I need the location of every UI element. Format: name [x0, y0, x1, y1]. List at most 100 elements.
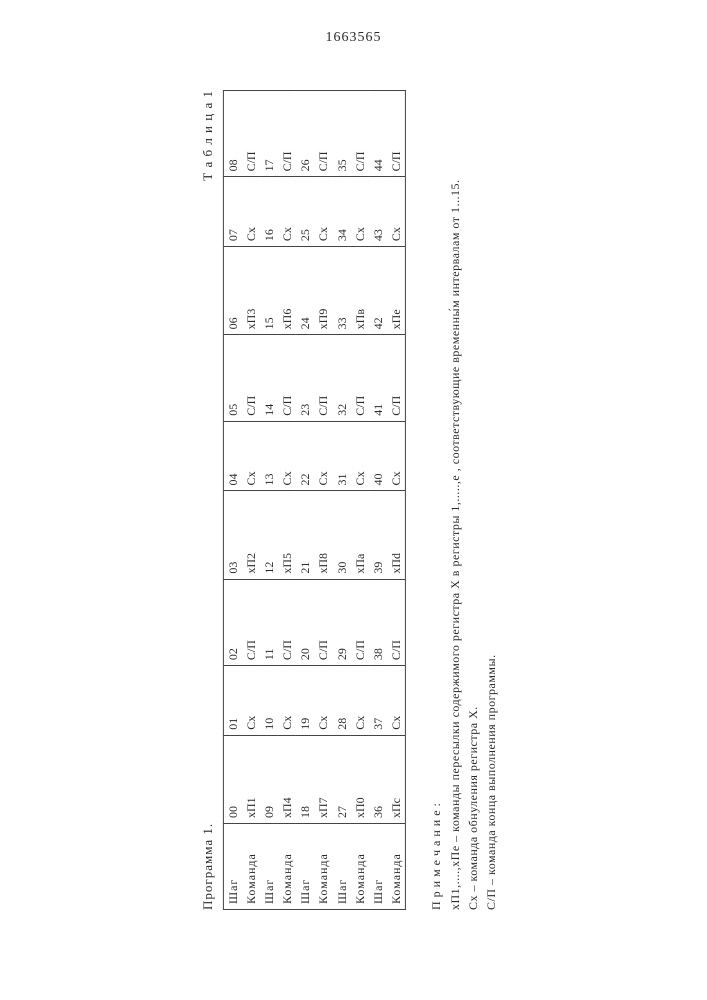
cell: 13 [260, 421, 278, 491]
cell: 34 [333, 177, 351, 247]
cell: Сх [278, 421, 296, 491]
cell: С/П [387, 579, 406, 665]
cell: 29 [333, 579, 351, 665]
cell: Сх [314, 421, 332, 491]
cell: 38 [369, 579, 387, 665]
cell: 07 [223, 177, 242, 247]
cell: 32 [333, 335, 351, 421]
page-number: 1663565 [326, 30, 382, 46]
cell: хПd [387, 491, 406, 579]
cell: Сх [314, 666, 332, 736]
cell: С/П [278, 579, 296, 665]
cell: 24 [296, 247, 314, 335]
cell: Сх [351, 177, 369, 247]
cell: Сх [242, 177, 260, 247]
cell: 14 [260, 335, 278, 421]
note-line: хП1,....,хПе – команды пересылки содержи… [447, 90, 463, 910]
note-line: С/П – команда конца выполнения программы… [483, 90, 499, 910]
cell: С/П [351, 579, 369, 665]
cell: С/П [314, 91, 332, 177]
cell: 17 [260, 91, 278, 177]
cell: хПв [351, 247, 369, 335]
cell: С/П [387, 91, 406, 177]
row-label: Команда [314, 824, 332, 910]
cell: 08 [223, 91, 242, 177]
table-row: Команда хП7 Сх С/П хП8 Сх С/П хП9 Сх С/П [314, 91, 332, 910]
table-row: Команда хП4 Сх С/П хП5 Сх С/П хП6 Сх С/П [278, 91, 296, 910]
cell: 20 [296, 579, 314, 665]
cell: 05 [223, 335, 242, 421]
cell: 03 [223, 491, 242, 579]
cell: 27 [333, 735, 351, 823]
cell: 01 [223, 666, 242, 736]
cell: Сх [351, 421, 369, 491]
cell: 26 [296, 91, 314, 177]
notes-heading: П р и м е ч а н и е : [428, 90, 444, 910]
row-label: Команда [351, 824, 369, 910]
cell: 42 [369, 247, 387, 335]
cell: хП7 [314, 735, 332, 823]
cell: 00 [223, 735, 242, 823]
row-label: Шаг [223, 824, 242, 910]
cell: Сх [387, 177, 406, 247]
cell: Сх [242, 666, 260, 736]
cell: С/П [351, 91, 369, 177]
cell: С/П [242, 91, 260, 177]
cell: хП1 [242, 735, 260, 823]
row-label: Шаг [333, 824, 351, 910]
cell: 21 [296, 491, 314, 579]
cell: 35 [333, 91, 351, 177]
note-line: Сх – команда обнуления регистра X. [465, 90, 481, 910]
cell: 02 [223, 579, 242, 665]
table-row: Шаг 09 10 11 12 13 14 15 16 17 [260, 91, 278, 910]
cell: 41 [369, 335, 387, 421]
cell: С/П [278, 91, 296, 177]
cell: С/П [387, 335, 406, 421]
cell: Сх [242, 421, 260, 491]
cell: 33 [333, 247, 351, 335]
rotated-content: Программа 1. Т а б л и ц а 1 Шаг 00 01 0… [199, 90, 501, 910]
cell: 19 [296, 666, 314, 736]
cell: Сх [387, 666, 406, 736]
cell: хПc [387, 735, 406, 823]
cell: С/П [314, 579, 332, 665]
cell: хП4 [278, 735, 296, 823]
cell: 39 [369, 491, 387, 579]
cell: С/П [242, 579, 260, 665]
cell: 37 [369, 666, 387, 736]
cell: 04 [223, 421, 242, 491]
cell: 25 [296, 177, 314, 247]
cell: хПе [387, 247, 406, 335]
cell: 16 [260, 177, 278, 247]
table-row: Команда хП1 Сх С/П хП2 Сх С/П хП3 Сх С/П [242, 91, 260, 910]
cell: С/П [242, 335, 260, 421]
cell: 30 [333, 491, 351, 579]
cell: 44 [369, 91, 387, 177]
cell: хП0 [351, 735, 369, 823]
table-row: Команда хПc Сх С/П хПd Сх С/П хПе Сх С/П [387, 91, 406, 910]
table-row: Шаг 27 28 29 30 31 32 33 34 35 [333, 91, 351, 910]
cell: 18 [296, 735, 314, 823]
row-label: Шаг [369, 824, 387, 910]
cell: С/П [278, 335, 296, 421]
table-row: Шаг 18 19 20 21 22 23 24 25 26 [296, 91, 314, 910]
cell: С/П [314, 335, 332, 421]
cell: Сх [351, 666, 369, 736]
cell: 28 [333, 666, 351, 736]
cell: 23 [296, 335, 314, 421]
cell: хП6 [278, 247, 296, 335]
cell: 11 [260, 579, 278, 665]
table-row: Шаг 00 01 02 03 04 05 06 07 08 [223, 91, 242, 910]
table-row: Шаг 36 37 38 39 40 41 42 43 44 [369, 91, 387, 910]
cell: хП8 [314, 491, 332, 579]
cell: Сх [387, 421, 406, 491]
cell: 10 [260, 666, 278, 736]
cell: 12 [260, 491, 278, 579]
cell: 40 [369, 421, 387, 491]
cell: 31 [333, 421, 351, 491]
row-label: Шаг [296, 824, 314, 910]
cell: хП9 [314, 247, 332, 335]
table-label: Т а б л и ц а 1 [199, 90, 217, 181]
row-label: Команда [387, 824, 406, 910]
cell: хП2 [242, 491, 260, 579]
